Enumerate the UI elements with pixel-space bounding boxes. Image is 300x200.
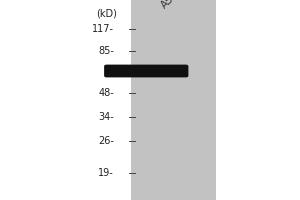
Text: 85-: 85- bbox=[98, 46, 114, 56]
Text: 34-: 34- bbox=[98, 112, 114, 122]
Text: 19-: 19- bbox=[98, 168, 114, 178]
Bar bbox=[130, 0, 216, 200]
Text: 117-: 117- bbox=[92, 24, 114, 34]
Text: A549: A549 bbox=[159, 0, 186, 10]
Text: (kD): (kD) bbox=[96, 8, 117, 18]
FancyBboxPatch shape bbox=[104, 65, 188, 77]
Text: 26-: 26- bbox=[98, 136, 114, 146]
Text: 48-: 48- bbox=[98, 88, 114, 98]
